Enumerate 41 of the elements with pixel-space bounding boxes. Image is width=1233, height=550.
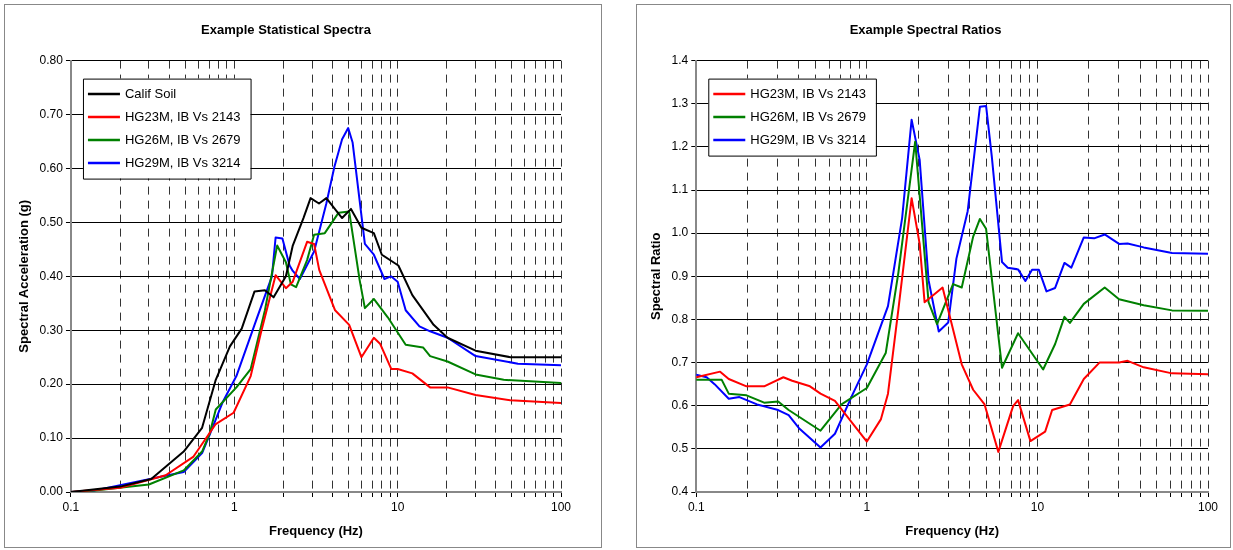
y-axis-title: Spectral Acceleration (g) (16, 199, 32, 353)
y-tick-label: 0.5 (671, 441, 689, 456)
y-tick-label: 0.30 (39, 322, 64, 337)
legend-label: HG29M, IB Vs 3214 (124, 154, 241, 170)
x-tick-label: 10 (1030, 499, 1045, 514)
y-tick-label: 1.3 (671, 96, 689, 111)
y-tick-label: 0.4 (671, 484, 689, 499)
y-tick-label: 0.8 (671, 311, 689, 326)
x-tick-label: 100 (1197, 499, 1219, 514)
x-tick-label: 100 (550, 499, 572, 514)
chart-title: Example Statistical Spectra (201, 22, 372, 38)
legend-label: Calif Soil (124, 85, 177, 101)
y-tick-label: 0.70 (39, 106, 64, 121)
y-tick-label: 0.00 (39, 484, 64, 499)
y-tick-label: 1.4 (671, 52, 689, 67)
y-tick-label: 1.2 (671, 139, 689, 154)
legend-label: HG26M, IB Vs 2679 (750, 108, 866, 124)
x-tick-label: 0.1 (687, 499, 705, 514)
x-axis-title: Frequency (Hz) (905, 522, 1000, 538)
y-tick-label: 0.7 (671, 354, 689, 369)
y-tick-label: 0.60 (39, 160, 64, 175)
y-tick-label: 0.40 (39, 268, 64, 283)
legend-label: HG29M, IB Vs 3214 (750, 131, 866, 147)
y-tick-label: 0.9 (671, 268, 689, 283)
y-tick-label: 0.6 (671, 398, 689, 413)
y-tick-label: 1.0 (671, 225, 689, 240)
y-tick-label: 0.80 (39, 52, 64, 67)
x-tick-label: 1 (230, 499, 238, 514)
y-axis-title: Spectral Ratio (648, 232, 664, 321)
y-tick-label: 0.50 (39, 214, 64, 229)
legend-label: HG23M, IB Vs 2143 (750, 85, 866, 101)
x-tick-label: 10 (390, 499, 405, 514)
x-tick-label: 0.1 (62, 499, 80, 514)
legend-label: HG26M, IB Vs 2679 (124, 131, 241, 147)
x-axis-title: Frequency (Hz) (269, 522, 363, 538)
y-tick-label: 0.10 (39, 430, 64, 445)
y-tick-label: 0.20 (39, 376, 64, 391)
y-tick-label: 1.1 (671, 182, 689, 197)
legend-label: HG23M, IB Vs 2143 (124, 108, 241, 124)
chart-title: Example Spectral Ratios (849, 22, 1002, 38)
x-tick-label: 1 (863, 499, 871, 514)
